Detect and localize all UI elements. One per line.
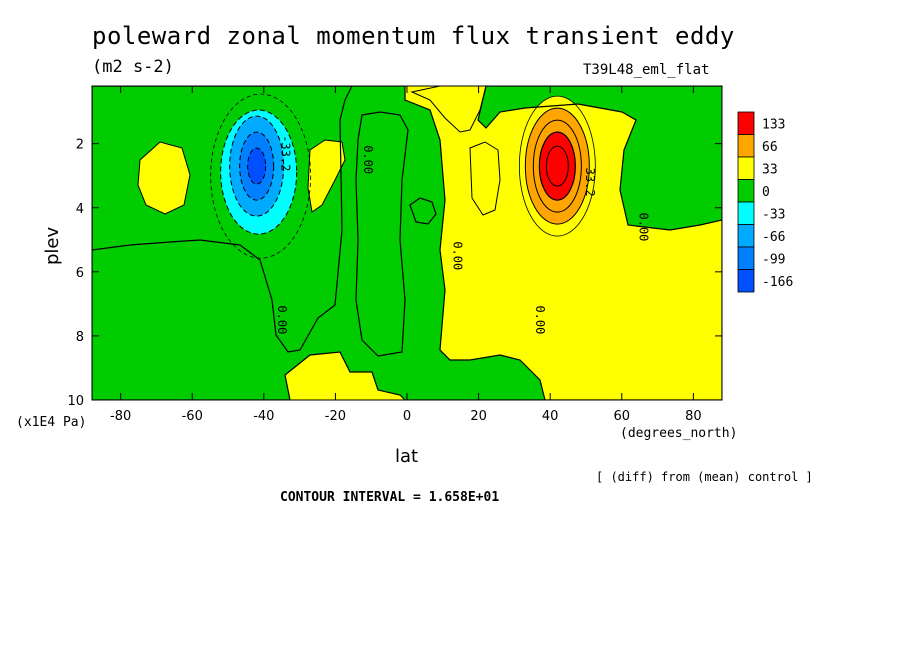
contour-label: 33.2 xyxy=(583,168,597,197)
x-tick-label: -40 xyxy=(253,409,274,424)
positive-region xyxy=(412,86,486,132)
colorbar-swatch xyxy=(737,224,755,248)
chart-title: poleward zonal momentum flux transient e… xyxy=(92,22,735,50)
zero-contour xyxy=(355,111,409,357)
x-tick-label: -60 xyxy=(182,409,203,424)
contour-label: 0.00 xyxy=(361,145,375,174)
zero-contour xyxy=(410,86,487,133)
colorbar-swatch xyxy=(737,201,755,225)
contour-label: -33.2 xyxy=(279,135,293,171)
contour-interval: CONTOUR INTERVAL = 1.658E+01 xyxy=(280,490,500,505)
colorbar-label: 133 xyxy=(762,117,785,132)
diff-note: [ (diff) from (mean) control ] xyxy=(596,470,813,484)
chart-units: (m2 s-2) xyxy=(92,57,174,77)
colorbar-swatch xyxy=(737,156,755,180)
colorbar-swatch xyxy=(737,246,755,270)
negative-region xyxy=(410,198,436,224)
colorbar-label: -99 xyxy=(762,252,785,267)
zero-contour xyxy=(92,86,353,353)
zero-contour xyxy=(137,141,191,215)
contour-label: 0.00 xyxy=(533,305,547,334)
negative-region xyxy=(356,112,408,356)
y-tick-label: 6 xyxy=(76,266,84,281)
y-axis-units: (x1E4 Pa) xyxy=(16,415,87,430)
positive-jet-contour xyxy=(545,145,569,187)
x-tick-label: 40 xyxy=(542,409,559,424)
x-tick-label: 0 xyxy=(403,409,411,424)
negative-jet-contour xyxy=(247,147,267,185)
contour-label: 0.00 xyxy=(275,305,289,334)
negative-region xyxy=(228,370,246,381)
colorbar-swatch xyxy=(737,269,755,293)
y-tick-label: 2 xyxy=(76,138,84,153)
colorbar-label: 66 xyxy=(762,140,778,155)
colorbar-swatch xyxy=(737,179,755,203)
colorbar-swatch xyxy=(737,134,755,158)
colorbar-label: -66 xyxy=(762,230,785,245)
x-tick-label: -80 xyxy=(110,409,131,424)
contour-label: 0.00 xyxy=(451,241,465,270)
dashed-contour xyxy=(210,93,312,259)
positive-region xyxy=(138,142,190,214)
zero-contour xyxy=(409,197,437,225)
colorbar-label: 0 xyxy=(762,185,770,200)
x-tick-label: 80 xyxy=(685,409,702,424)
x-tick-label: 20 xyxy=(470,409,487,424)
zero-contour xyxy=(307,139,346,213)
positive-region xyxy=(308,140,345,212)
y-tick-label: 8 xyxy=(76,330,84,345)
colorbar-label: 33 xyxy=(762,162,778,177)
zero-contour xyxy=(469,141,501,216)
zero-contour xyxy=(92,86,722,400)
contour-label: 0.00 xyxy=(637,213,651,242)
y-tick-label: 10 xyxy=(67,394,84,409)
y-tick-label: 4 xyxy=(76,202,84,217)
x-tick-label: -20 xyxy=(325,409,346,424)
positive-region xyxy=(470,142,500,215)
colorbar-label: -166 xyxy=(762,275,793,290)
run-id-label: T39L48_eml_flat xyxy=(583,62,710,78)
colorbar-swatch xyxy=(737,111,755,135)
colorbar-label: -33 xyxy=(762,207,785,222)
y-axis-label: plev xyxy=(42,226,63,265)
x-axis-units: (degrees_north) xyxy=(620,426,738,441)
x-tick-label: 60 xyxy=(613,409,630,424)
x-axis-label: lat xyxy=(395,446,419,467)
